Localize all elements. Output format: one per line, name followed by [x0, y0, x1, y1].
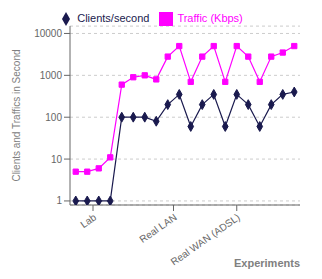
- svg-text:Experiments: Experiments: [234, 257, 300, 269]
- svg-text:Lab: Lab: [78, 211, 98, 230]
- svg-text:100: 100: [45, 112, 62, 123]
- svg-text:1000: 1000: [40, 70, 63, 81]
- svg-text:Real WAN (ADSL): Real WAN (ADSL): [169, 211, 242, 267]
- html-text:Clients/second: Clients/second: [77, 12, 150, 24]
- html-text:Traffic (Kbps): Traffic (Kbps): [177, 12, 243, 24]
- svg-text:Clients and Traffics in Second: Clients and Traffics in Second: [11, 49, 22, 181]
- svg-text:Real LAN: Real LAN: [137, 211, 178, 245]
- svg-text:10: 10: [51, 154, 63, 165]
- svg-text:10000: 10000: [34, 28, 62, 39]
- svg-text:1: 1: [56, 195, 62, 206]
